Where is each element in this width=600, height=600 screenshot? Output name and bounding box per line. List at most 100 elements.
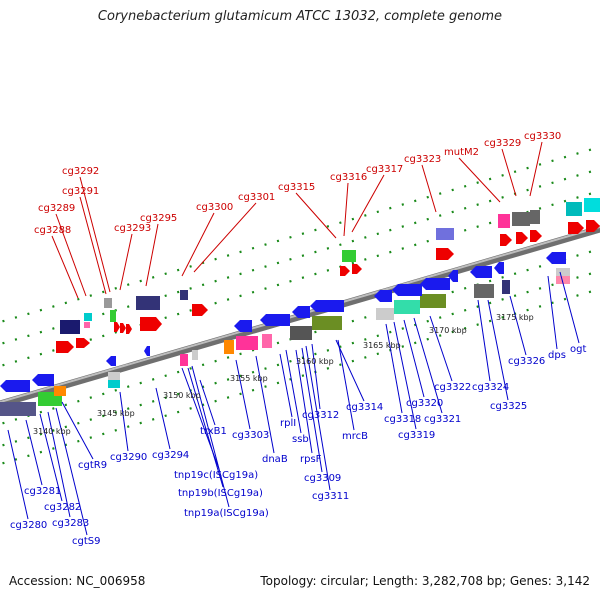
gene-feature (530, 210, 540, 224)
bottom-gene-labels: cg3280 cg3281 cg3282 cg3283 cgtS9 cgtR9cg3290… (10, 344, 586, 547)
kbp-tick-label: 3140 kbp (33, 427, 71, 436)
bottom-leader-line (61, 401, 94, 460)
gene-feature (516, 232, 528, 244)
gene-feature (224, 340, 234, 354)
top-leader-line (79, 196, 107, 295)
gene-feature (120, 323, 126, 333)
bottom-leader-line (301, 347, 323, 473)
bottom-leader-line (55, 407, 88, 536)
gene-feature (584, 198, 600, 212)
bottom-leader-line (509, 295, 527, 356)
kbp-tick-label: 3155 kbp (230, 374, 268, 383)
bottom-leader-line (477, 299, 491, 382)
top-gene-label: cg3300 (196, 202, 233, 213)
bottom-leader-line (429, 315, 453, 382)
bottom-leader-line (191, 365, 230, 508)
top-gene-label: cg3288 (34, 225, 71, 236)
gene-feature (192, 304, 208, 316)
bottom-gene-label: rplI (280, 418, 296, 429)
bottom-gene-label: cg3324 (472, 382, 509, 393)
top-leader-line (55, 213, 87, 297)
gene-feature (114, 322, 120, 332)
gene-feature (260, 314, 290, 326)
bottom-leader-line (199, 379, 216, 426)
bottom-leader-line (47, 411, 71, 518)
bottom-gene-label: cg3294 (152, 450, 189, 461)
bottom-gene-label: cg3290 (110, 452, 147, 463)
gene-feature (126, 324, 132, 334)
top-leader-line (529, 141, 543, 197)
bottom-gene-label: cg3281 (24, 486, 61, 497)
top-leader-line (421, 164, 437, 213)
bottom-gene-label: cg3311 (312, 491, 349, 502)
gene-feature (144, 346, 150, 356)
bottom-leader-line (25, 419, 43, 486)
bottom-gene-label: cg3314 (346, 402, 383, 413)
top-leader-line (343, 182, 349, 237)
bottom-gene-label: cg3321 (424, 414, 461, 425)
bottom-gene-label: cg3318 (384, 414, 421, 425)
top-gene-label: cg3317 (366, 164, 403, 175)
bottom-gene-label: trxB1 (200, 426, 227, 437)
gene-feature (352, 264, 362, 274)
gene-feature (512, 212, 530, 226)
bottom-gene-label: cg3325 (490, 401, 527, 412)
gene-feature (586, 220, 600, 232)
bottom-gene-label: cg3320 (406, 398, 443, 409)
bottom-leader-line (413, 317, 443, 414)
gene-feature (494, 262, 504, 274)
gene-feature (84, 322, 90, 328)
bottom-gene-label: cg3303 (232, 430, 269, 441)
top-gene-label: cg3316 (330, 172, 367, 183)
kbp-tick-label: 3175 kbp (496, 313, 534, 322)
top-gene-label: mutM2 (444, 147, 479, 158)
bottom-leader-line (385, 323, 403, 414)
top-gene-label: cg3289 (38, 203, 75, 214)
gene-feature (292, 306, 310, 318)
bottom-leader-line (295, 349, 313, 454)
bottom-leader-line (547, 275, 558, 350)
top-leader-line (458, 157, 501, 203)
gene-feature (108, 372, 120, 380)
top-leader-line (351, 174, 385, 233)
kbp-tick-label: 3160 kbp (296, 357, 334, 366)
gene-feature (192, 350, 198, 360)
top-leader-line (79, 176, 111, 293)
gene-feature (140, 317, 162, 331)
map-title: Corynebacterium glutamicum ATCC 13032, c… (97, 9, 503, 24)
top-leader-line (51, 235, 79, 299)
top-leader-line (181, 212, 215, 277)
gene-feature (340, 266, 350, 276)
gene-feature (342, 250, 356, 262)
gene-feature (60, 320, 80, 334)
gene-feature (470, 266, 492, 278)
gene-feature (262, 334, 272, 348)
gene-feature (436, 228, 454, 240)
genome-summary-label: Topology: circular; Length: 3,282,708 bp… (260, 574, 590, 588)
bottom-leader-line (187, 367, 224, 488)
gene-feature (376, 308, 394, 320)
gene-feature (180, 354, 188, 366)
bottom-gene-label: mrcB (342, 431, 368, 442)
bottom-leader-line (393, 321, 417, 430)
bottom-leader-line (7, 429, 29, 520)
top-gene-label: cg3292 (62, 166, 99, 177)
bottom-gene-label: cg3319 (398, 430, 435, 441)
label-leader-lines (7, 141, 580, 536)
gene-feature (436, 248, 454, 260)
bottom-gene-label: dps (548, 350, 566, 361)
bottom-gene-label: cgtR9 (78, 460, 107, 471)
gene-feature (448, 270, 458, 282)
gene-feature (502, 280, 510, 294)
kbp-tick-label: 3145 kbp (97, 409, 135, 418)
gene-feature (54, 386, 66, 396)
bottom-gene-label: cg3282 (44, 502, 81, 513)
top-gene-label: cg3323 (404, 154, 441, 165)
top-gene-label: cg3293 (114, 223, 151, 234)
top-gene-label: cg3291 (62, 186, 99, 197)
bottom-leader-line (155, 387, 171, 450)
kbp-tick-labels: 3140 kbp 3145 kbp 3150 kbp 3155 kbp 3160 kbp… (33, 313, 534, 436)
bottom-leader-line (285, 349, 302, 434)
